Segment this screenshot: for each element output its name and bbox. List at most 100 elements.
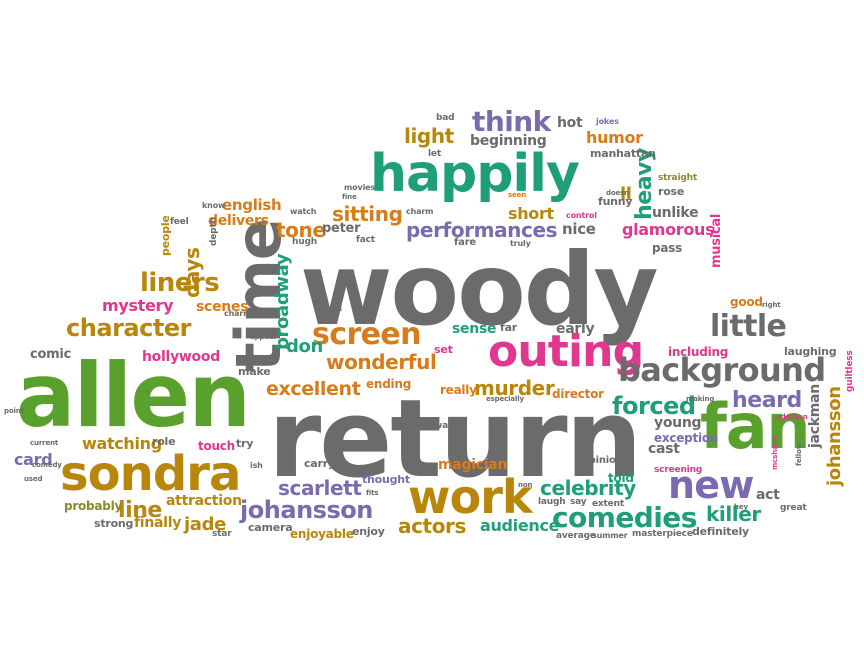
word-line: line [118,498,162,523]
word-pass: pass [652,241,683,255]
word-making: making [686,395,715,403]
word-feel: feel [170,217,189,227]
word-wonderful: wonderful [326,350,437,374]
word-fine: fine [342,193,357,201]
word-say: say [570,497,587,507]
word-laugh: laugh [538,497,566,507]
word-average: average [556,531,596,541]
word-good: good [730,295,763,309]
word-fact: fact [356,235,375,245]
word-peter: peter [322,221,361,236]
word-carry: carry [304,457,335,470]
word-english: english [222,196,282,214]
word-comedies: comedies [552,501,697,534]
word-make: make [238,365,271,378]
word-try: try [236,437,254,450]
word-fan: fan [700,390,810,463]
word-early: early [556,321,595,337]
word-current: current [30,439,59,447]
word-used: used [24,475,43,483]
word-let: let [428,149,441,159]
word-touch: touch [198,439,235,453]
word-jokes: jokes [596,117,619,126]
word-bad: bad [436,113,455,123]
word-hollywood: hollywood [142,349,220,365]
word-thought: thought [362,473,410,486]
word-woody: woody [300,231,659,348]
word-act: act [756,487,780,503]
word-masterpiece: masterpiece [632,529,693,539]
word-hey: hey [734,503,748,511]
word-attraction: attraction [166,493,242,509]
word-new: new [668,463,754,507]
word-delivers: delivers [208,213,269,229]
word-ending: ending [366,377,412,391]
word-magician: magician [438,457,508,473]
word-way: way [434,421,454,431]
word-scenes: scenes [196,299,249,315]
word-background: background [618,351,826,389]
word-sense: sense [452,321,497,337]
word-extent: extent [592,499,624,509]
word-told: told [608,471,634,485]
word-enjoyable: enjoyable [290,527,354,541]
word-probably: probably [64,499,123,513]
word-funny: funny [598,195,633,208]
word-really: really [440,383,477,397]
word-star: star [212,529,232,539]
word-performances: performances [406,218,558,242]
word-liners: liners [140,268,220,298]
word-set: set [434,343,453,356]
word-don: don [286,336,323,357]
word-murder: murder [474,376,555,400]
word-watch: watch [290,207,317,216]
word-card: card [14,450,53,469]
word-truly: truly [510,239,531,248]
word-scarlett: scarlett [278,476,362,500]
word-work: work [408,470,533,524]
word-hugh: hugh [292,237,317,247]
word-young: young [654,415,702,431]
word-sitting: sitting [332,202,403,226]
word-glamorous: glamorous [622,220,715,239]
word-johansson-vertical: johansson [824,386,845,486]
word-point: point [4,407,24,415]
word-beginning: beginning [470,133,547,149]
word-think: think [472,105,551,138]
word-finally: finally [134,515,182,531]
word-actors: actors [398,514,467,538]
word-killer: killer [706,502,761,526]
word-humor: humor [586,128,643,147]
word-comic: comic [30,347,72,362]
word-short: short [508,204,554,223]
word-audience: audience [480,516,560,535]
word-screen: screen [312,317,421,352]
word-especially: especially [486,395,524,403]
word-fits: fits [366,489,379,497]
word-great: great [780,503,807,513]
word-happily: happily [370,144,580,204]
word-including: including [668,345,729,359]
word-laughing: laughing [784,345,837,358]
word-role: role [152,435,176,448]
word-right: right [762,301,781,309]
word-addition: addition [776,413,808,421]
word-enjoy: enjoy [352,525,385,538]
word-nice: nice [562,220,596,238]
word-manhattan: manhattan [590,147,656,160]
word-days: days [180,247,204,298]
word-ish: ish [250,461,263,470]
word-watching: watching [82,434,162,453]
word-allen: allen [16,344,251,447]
word-mystery: mystery [102,296,174,315]
word-charming: charming [224,309,266,318]
word-summer: summer [592,531,628,540]
word-hot: hot [557,115,583,131]
word-excellent: excellent [266,378,361,400]
word-johansson: johansson [240,496,373,524]
word-little: little [710,309,787,344]
word-non: non [518,481,533,489]
word-far: far [500,321,517,334]
word-definitely: definitely [692,525,749,538]
